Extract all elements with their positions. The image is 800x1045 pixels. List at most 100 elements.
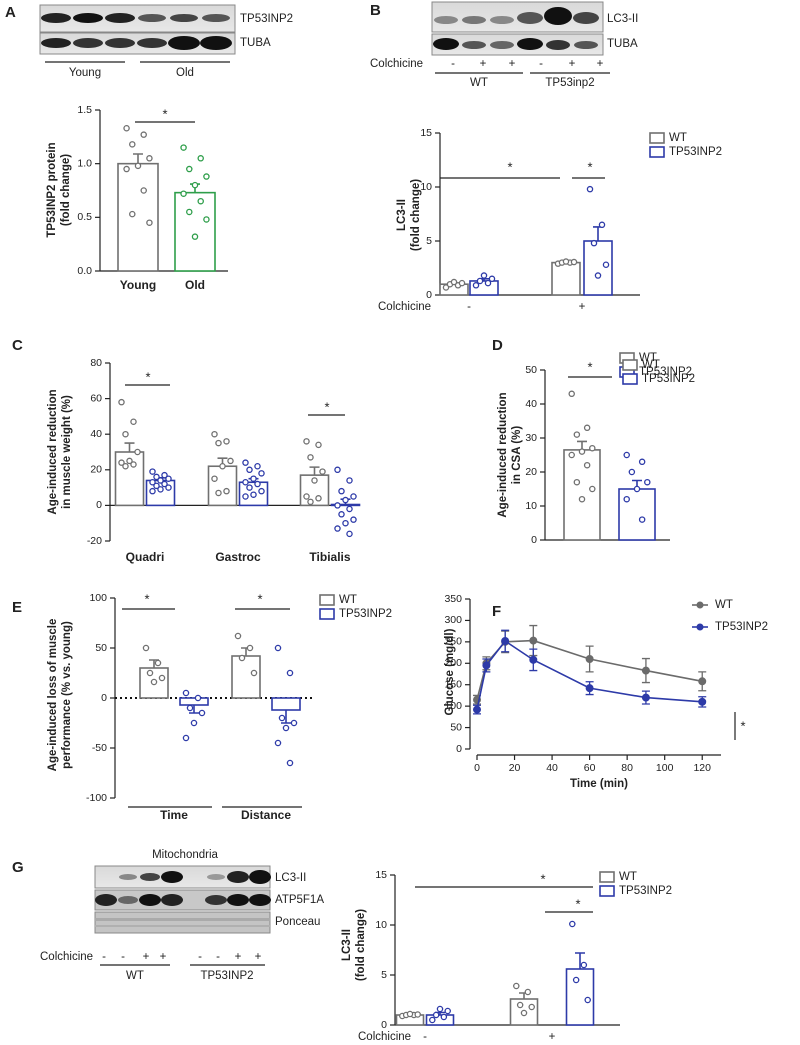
data-point [254, 462, 261, 470]
group-label: WT [470, 77, 488, 89]
data-point [436, 1005, 444, 1013]
blot-band [168, 36, 200, 50]
blot-band [227, 871, 249, 883]
y-tick-label: 0 [456, 743, 462, 755]
data-point [602, 261, 610, 269]
blot-band [546, 40, 570, 50]
data-point [501, 637, 510, 645]
blot-band [462, 41, 486, 49]
data-point [250, 491, 257, 498]
data-point [219, 462, 226, 470]
data-point [303, 493, 310, 500]
x-tick-label: - [467, 301, 471, 313]
data-point [644, 478, 651, 486]
blot-band [490, 41, 514, 49]
bar [618, 488, 656, 541]
blot-band [433, 38, 459, 50]
data-point [130, 418, 137, 425]
y-tick-label: 50 [450, 721, 462, 733]
data-point [338, 487, 345, 495]
error-bar [575, 952, 585, 969]
data-point [442, 284, 450, 291]
blot-band [434, 16, 458, 24]
treatment-label: Colchicine [40, 951, 93, 963]
error-bar [189, 705, 199, 714]
data-point [118, 398, 125, 406]
data-point [598, 221, 606, 229]
legend-swatch [649, 146, 665, 158]
panel-letter: E [12, 599, 22, 616]
y-tick-label: 0 [96, 499, 102, 511]
legend-label: TP53INP2 [339, 608, 392, 620]
significance-label: * [507, 159, 512, 174]
data-point [182, 734, 190, 742]
data-point [186, 208, 193, 216]
significance-label: * [540, 871, 545, 886]
legend-marker [696, 623, 704, 631]
y-tick-label: 15 [420, 127, 432, 139]
treatment-sign: + [143, 951, 150, 963]
legend-label: TP53INP2 [619, 885, 672, 897]
data-point [142, 644, 150, 652]
data-point [414, 1011, 421, 1018]
y-tick-label: 0 [426, 289, 432, 301]
y-axis-label: Age-induced reduction [497, 392, 509, 517]
data-point [307, 498, 314, 506]
y-tick-label: 250 [444, 636, 462, 648]
error-bar [281, 710, 291, 724]
y-tick-label: 100 [89, 592, 107, 604]
y-tick-label: -20 [87, 535, 102, 547]
data-point [191, 181, 199, 189]
data-point [585, 684, 594, 693]
x-tick-label: 0 [474, 762, 480, 774]
legend-marker [696, 601, 704, 609]
data-point [215, 489, 222, 497]
treatment-sign: + [569, 58, 576, 70]
band-label: TUBA [240, 37, 271, 49]
bar [117, 162, 159, 272]
data-point [513, 982, 520, 990]
y-tick-label: 0 [381, 1019, 387, 1031]
data-point [186, 704, 194, 712]
group-label: Old [176, 67, 194, 79]
data-point [346, 505, 353, 513]
data-point [569, 920, 576, 928]
data-point [586, 185, 594, 193]
y-axis-label: Glucose (mg/dl) [444, 628, 456, 715]
blot-band [140, 873, 160, 881]
y-tick-label: 15 [375, 869, 387, 881]
blot-band [138, 14, 166, 22]
y-axis-label: LC3-II [396, 199, 408, 231]
treatment-sign: - [121, 951, 125, 963]
y-tick-label: 10 [525, 500, 537, 512]
blot-g: Mitochondria LC3-II ATP5F1A Ponceau Colc… [40, 849, 324, 982]
treatment-sign: - [198, 951, 202, 963]
data-point [223, 487, 230, 495]
band-label: TP53INP2 [240, 13, 293, 25]
blot-band [462, 16, 486, 24]
data-point [488, 275, 496, 283]
band-label: LC3-II [275, 872, 306, 884]
y-tick-label: 50 [95, 642, 107, 654]
y-axis-label: (fold change) [410, 179, 422, 251]
data-point [458, 279, 466, 287]
data-point [182, 689, 190, 697]
data-point [123, 165, 130, 173]
x-tick-label: 40 [546, 762, 558, 774]
y-tick-label: 350 [444, 593, 462, 605]
bar [174, 191, 216, 272]
y-tick-label: 200 [444, 657, 462, 669]
error-bar [309, 466, 320, 476]
data-point [254, 480, 261, 488]
x-tick-label: Young [120, 278, 156, 292]
data-point [578, 495, 586, 503]
data-point [154, 659, 162, 667]
data-point [580, 961, 588, 969]
treatment-sign: - [216, 951, 220, 963]
data-point [623, 451, 630, 459]
x-tick-label: 20 [509, 762, 521, 774]
data-point [250, 669, 258, 677]
blot-band-bg [94, 911, 271, 934]
data-point [129, 210, 136, 218]
